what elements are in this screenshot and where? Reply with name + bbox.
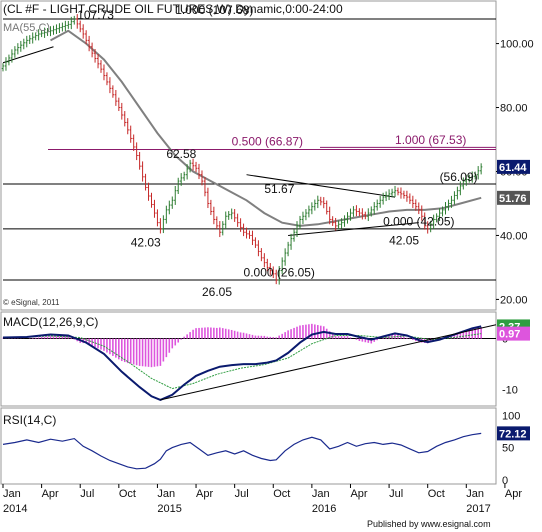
- time-axis-month: Oct: [428, 488, 445, 500]
- macd-panel-frame: [0, 311, 497, 407]
- rsi-line: [2, 432, 482, 470]
- price-axis-label: 40.00: [500, 230, 528, 242]
- published-text: Published by www.esignal.com: [367, 519, 491, 529]
- price-layer: 107.73 1.000 (107.68) 62.58 0.500 (66.87) 1.…: [1, 3, 496, 299]
- macd-signal-badge: 0.97: [499, 329, 520, 341]
- macd-axis-label: -10: [502, 385, 518, 397]
- price-annotation: 26.05: [202, 285, 232, 299]
- time-axis-month: Jan: [312, 488, 330, 500]
- macd-title: MACD(12,26,9,C): [3, 315, 98, 329]
- time-axis-year: 2016: [312, 503, 336, 515]
- time-axis-month: Apr: [505, 488, 522, 500]
- price-annotation: 62.58: [166, 147, 196, 161]
- chart-title: (CL #F - LIGHT CRUDE OIL FUTURES,W) Dyna…: [3, 2, 343, 16]
- time-axis-year: 2017: [466, 503, 490, 515]
- price-annotation: 0.000 (26.05): [244, 266, 315, 280]
- price-annotation: 42.03: [131, 235, 161, 249]
- macd-signal-line: [2, 333, 482, 390]
- copyright-text: © eSignal, 2011: [3, 298, 60, 307]
- rsi-axis-label: 0: [502, 475, 508, 487]
- time-axis-month: Jan: [157, 488, 175, 500]
- ma-line: [50, 29, 482, 227]
- price-annotation: 42.05: [389, 233, 419, 247]
- price-annotation: (56.09): [440, 170, 478, 184]
- macd-trendline: [160, 324, 497, 401]
- time-axis-year: 2014: [3, 503, 27, 515]
- price-annotation: 1.000 (67.53): [395, 133, 466, 147]
- time-axis-month: Jul: [389, 488, 403, 500]
- rsi-value-badge-bg: [497, 426, 530, 441]
- time-axis-month: Oct: [273, 488, 290, 500]
- last-price-badge: 61.44: [499, 162, 527, 174]
- last-price-badge-bg: [497, 159, 530, 174]
- axes-layer: 100.0080.0060.0040.0020.000-1010050061.4…: [2, 39, 534, 515]
- macd-signal-badge-bg: [497, 326, 530, 341]
- rsi-title: RSI(14,C): [3, 413, 56, 427]
- ma-value-badge-bg: [497, 190, 530, 205]
- price-axis-label: 100.00: [500, 39, 534, 51]
- rsi-layer: [2, 432, 482, 470]
- time-axis-month: Apr: [350, 488, 367, 500]
- price-annotation: 0.500 (66.87): [232, 135, 303, 149]
- rsi-panel-frame: [0, 407, 497, 485]
- price-annotation: 1.000 (107.68): [175, 3, 253, 17]
- ma-value-badge: 51.76: [499, 193, 527, 205]
- price-trendline-1: [246, 174, 396, 198]
- ma-label: MA(55,C): [3, 22, 50, 34]
- time-axis-month: Jul: [80, 488, 94, 500]
- price-axis-label: 80.00: [500, 103, 528, 115]
- time-axis-month: Jul: [235, 488, 249, 500]
- price-annotation: 107.73: [77, 8, 114, 22]
- macd-layer: [2, 323, 497, 401]
- time-axis-month: Jan: [466, 488, 484, 500]
- time-axis-year: 2015: [157, 503, 181, 515]
- rsi-axis-label: 50: [502, 443, 514, 455]
- rsi-axis-label: 100: [502, 410, 520, 422]
- time-axis-month: Oct: [119, 488, 136, 500]
- price-axis-label: 20.00: [500, 294, 528, 306]
- price-panel-frame: [0, 0, 497, 311]
- rsi-value-badge: 72.12: [499, 428, 527, 440]
- time-axis-month: Apr: [196, 488, 213, 500]
- price-annotation: 51.67: [264, 182, 294, 196]
- macd-line: [2, 325, 482, 401]
- price-annotation: 0.000 (42.05): [383, 215, 454, 229]
- time-axis-month: Jan: [3, 488, 21, 500]
- price-trendline-2: [288, 222, 419, 236]
- time-axis-month: Apr: [42, 488, 59, 500]
